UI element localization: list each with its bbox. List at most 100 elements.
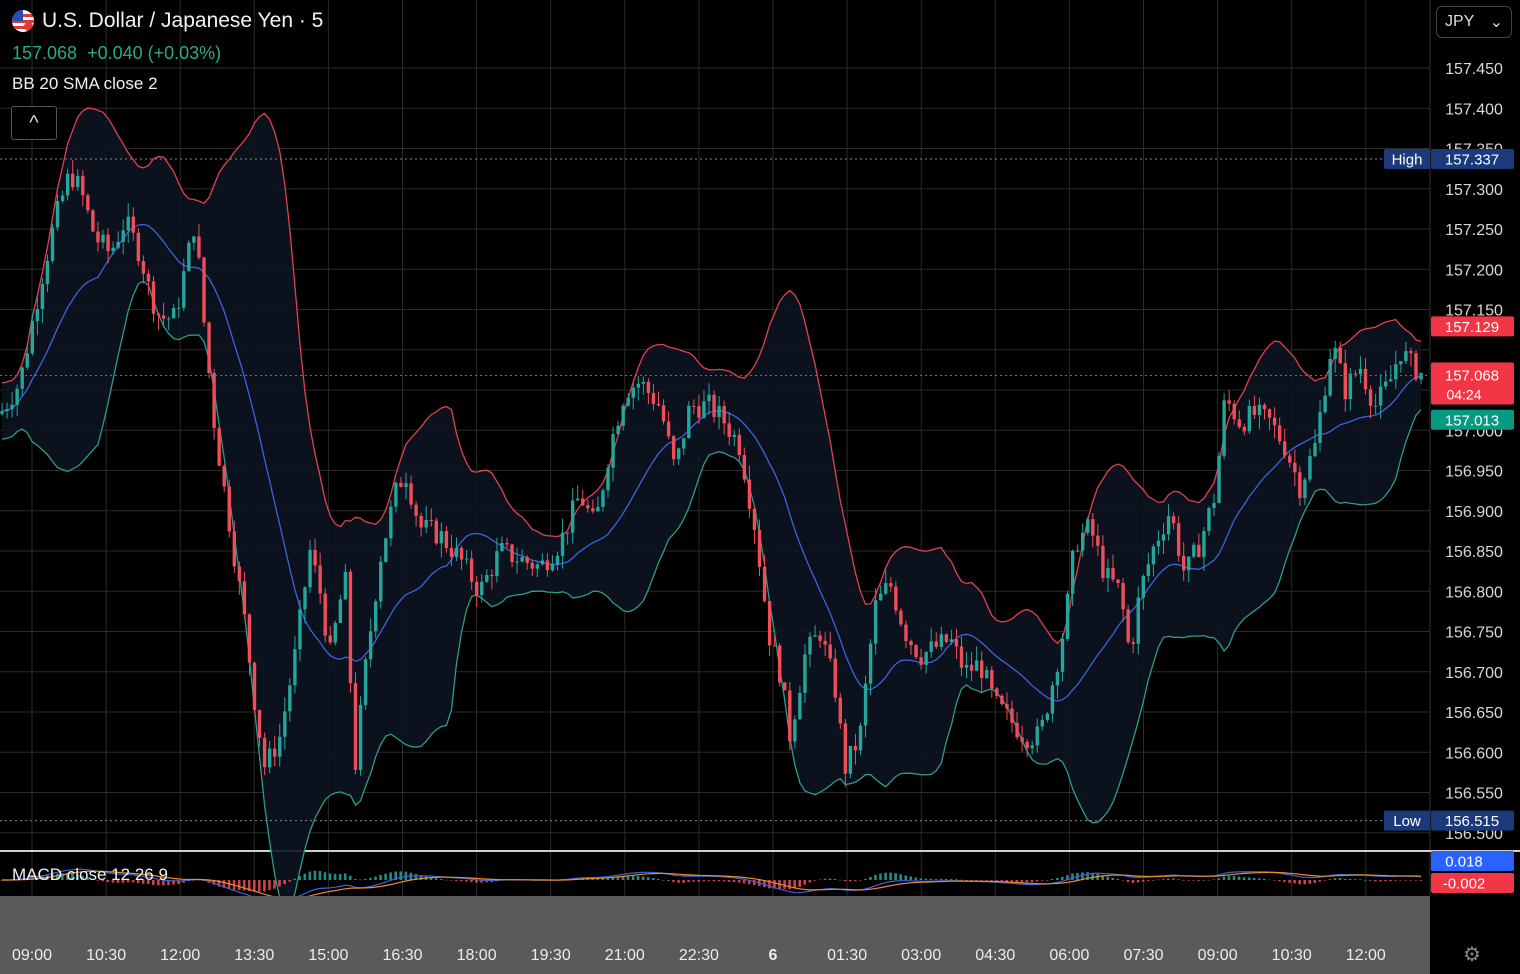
candle-body — [1040, 719, 1044, 727]
candle-body — [116, 242, 120, 248]
candle-body — [1065, 593, 1070, 639]
bollinger-indicator-label[interactable]: BB 20 SMA close 2 — [12, 74, 158, 93]
macd-histogram-bar — [934, 878, 938, 880]
macd-histogram-bar — [929, 878, 933, 880]
time-axis[interactable]: 09:00 10:30 12:00 13:30 15:00 16:30 18:00 19:30… — [0, 896, 1520, 974]
candle-body — [464, 558, 469, 560]
candle-body — [1358, 368, 1363, 375]
macd-histogram-bar — [384, 873, 387, 880]
collapse-indicators-button[interactable]: ^ — [11, 106, 57, 140]
candle-body — [404, 483, 408, 487]
candle-body — [1081, 532, 1085, 551]
candle-body — [1070, 550, 1075, 594]
macd-histogram-bar — [328, 873, 332, 880]
candle-body — [591, 508, 595, 512]
macd-histogram-bar — [763, 880, 766, 888]
candle-body — [1111, 567, 1115, 580]
candle-body — [919, 657, 923, 665]
macd-histogram-bar — [429, 877, 433, 880]
macd-pane — [0, 868, 1423, 903]
candle-body — [1242, 426, 1246, 432]
candle-body — [283, 711, 287, 737]
price-axis[interactable]: 157.450157.400157.350157.300157.250157.2… — [1384, 61, 1514, 893]
price-tick-label: 156.600 — [1445, 745, 1503, 762]
macd-histogram-bar — [717, 880, 721, 882]
candle-body — [1146, 564, 1151, 577]
candle-body — [969, 664, 974, 671]
time-tick-label: 15:00 — [308, 947, 348, 964]
macd-indicator-label[interactable]: MACD close 12 26 9 — [12, 865, 168, 884]
macd-histogram-bar — [843, 880, 847, 882]
candle-body — [616, 425, 620, 435]
candle-body — [429, 520, 433, 522]
time-tick-label: 09:00 — [1198, 947, 1238, 964]
candle-body — [1384, 381, 1388, 387]
candle-body — [1318, 412, 1322, 443]
macd-histogram-bar — [646, 877, 650, 880]
chevron-down-icon: ⌄ — [1489, 14, 1503, 31]
candle-body — [838, 697, 842, 724]
candle-body — [419, 515, 423, 528]
macd-histogram-bar — [1146, 880, 1150, 881]
candle-body — [621, 405, 625, 426]
last-price-quote: 157.068 +0.040 (+0.03%) — [12, 43, 222, 63]
candle-body — [1141, 576, 1145, 598]
gear-icon[interactable]: ⚙ — [1463, 944, 1481, 966]
time-tick-label: 09:00 — [12, 947, 52, 964]
candle-body — [656, 404, 661, 406]
candle-body — [1283, 441, 1287, 456]
macd-histogram-bar — [798, 880, 801, 887]
candle-body — [439, 531, 444, 544]
candle-body — [1389, 379, 1393, 382]
price-level-label-bg — [1384, 810, 1430, 831]
macd-histogram-bar — [359, 879, 362, 881]
candle-body — [843, 723, 848, 774]
price-level-tag: 156.515 Low — [1384, 810, 1514, 831]
time-tick-label: 22:30 — [679, 947, 719, 964]
price-level-bg — [1431, 362, 1514, 405]
candle-body — [1000, 695, 1004, 705]
candle-body — [828, 644, 832, 659]
macd-histogram-bar — [152, 880, 155, 885]
candle-body — [873, 600, 878, 644]
candle-body — [1419, 372, 1423, 380]
candle-body — [374, 601, 378, 632]
macd-histogram-bar — [1010, 880, 1014, 882]
candle-body — [15, 388, 19, 405]
macd-histogram-bar — [889, 872, 892, 880]
candle-body — [555, 555, 560, 565]
macd-histogram-bar — [621, 876, 625, 880]
macd-histogram-bar — [1338, 878, 1342, 880]
macd-histogram-bar — [414, 873, 418, 880]
price-level-label-bg — [1384, 148, 1430, 169]
macd-histogram-bar — [1172, 878, 1175, 880]
candle-body — [586, 505, 590, 509]
macd-histogram-bar — [985, 880, 988, 881]
macd-histogram-bar — [56, 873, 59, 880]
candle-body — [1353, 373, 1358, 375]
candle-body — [1091, 519, 1095, 536]
price-tick-label: 156.550 — [1445, 786, 1503, 803]
candle-body — [848, 745, 853, 774]
candle-body — [505, 542, 509, 545]
macd-histogram-bar — [369, 877, 372, 880]
time-tick-label: 10:30 — [86, 947, 126, 964]
macd-histogram-bar — [702, 880, 706, 882]
macd-histogram-bar — [752, 880, 756, 886]
candle-body — [86, 195, 90, 211]
candle-body — [1308, 456, 1312, 480]
candle-body — [596, 506, 600, 512]
macd-histogram-bar — [222, 880, 226, 888]
currency-select[interactable]: JPY ⌄ — [1436, 6, 1512, 38]
macd-histogram-bar — [712, 880, 716, 882]
candle-body — [964, 664, 969, 668]
chevron-up-icon: ^ — [29, 111, 39, 134]
price-tick-label: 157.400 — [1445, 101, 1503, 118]
candle-body — [677, 448, 681, 460]
macd-histogram-bar — [66, 873, 69, 880]
candle-body — [1030, 745, 1034, 749]
macd-histogram-bar — [1005, 880, 1009, 882]
candle-body — [1136, 597, 1140, 644]
candle-body — [894, 586, 898, 611]
